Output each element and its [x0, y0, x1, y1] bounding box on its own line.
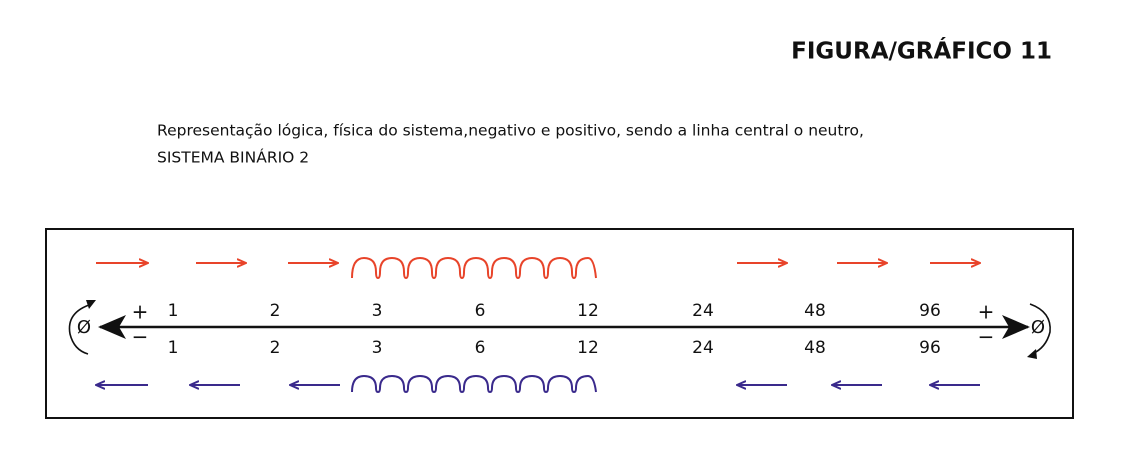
right-rotation-head	[1027, 349, 1037, 359]
scale-number: 1	[168, 301, 179, 321]
scale-number: 2	[270, 338, 281, 358]
blue-arrows	[96, 374, 980, 394]
scale-number: 3	[372, 301, 383, 321]
scale-number: 6	[475, 301, 486, 321]
left-symbol: Ø	[77, 317, 91, 338]
left-plus: +	[132, 300, 149, 324]
right-symbol: Ø	[1031, 317, 1045, 338]
scale-number: 48	[804, 301, 826, 321]
left-minus: −	[132, 325, 149, 349]
red-arrows	[96, 256, 980, 280]
scale-number: 96	[919, 301, 941, 321]
scale-number: 2	[270, 301, 281, 321]
scale-number: 96	[919, 338, 941, 358]
left-rotation-head	[86, 300, 96, 309]
scale-number: 1	[168, 338, 179, 358]
frame	[45, 228, 1074, 419]
right-minus: −	[978, 325, 995, 349]
scale-number: 48	[804, 338, 826, 358]
left-rotation	[68, 303, 93, 355]
scale-number: 12	[577, 338, 599, 358]
description-line: Representação lógica, física do sistema,…	[157, 122, 864, 140]
right-plus: +	[978, 300, 995, 324]
right-rotation	[1029, 303, 1051, 355]
scale-number: 12	[577, 301, 599, 321]
scale-number: 3	[372, 338, 383, 358]
figure-title: FIGURA/GRÁFICO 11	[791, 37, 1052, 65]
scale-number: 6	[475, 338, 486, 358]
scale-number: 24	[692, 338, 714, 358]
scale-number: 24	[692, 301, 714, 321]
description-line: SISTEMA BINÁRIO 2	[157, 148, 309, 167]
